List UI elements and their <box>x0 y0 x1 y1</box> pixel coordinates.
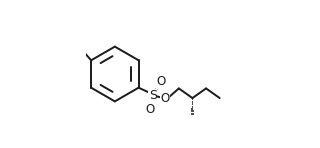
Text: O: O <box>161 92 170 104</box>
Text: O: O <box>146 103 155 116</box>
Text: S: S <box>148 89 156 102</box>
Text: O: O <box>156 75 165 88</box>
